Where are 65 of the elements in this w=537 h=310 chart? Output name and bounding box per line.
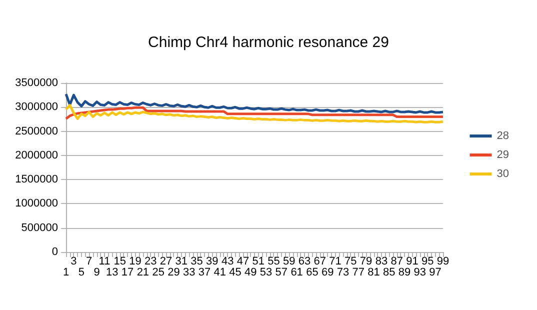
y-tick-label: 0 [52,246,58,258]
x-tick-label: 13 [106,266,118,278]
x-tick-label: 55 [268,256,280,268]
x-tick-label: 47 [236,256,250,268]
x-tick-label: 81 [368,266,380,278]
x-tick-label: 39 [206,256,218,268]
x-tick-label: 5 [78,266,84,278]
x-tick-label: 29 [168,266,180,278]
y-tick-label: 2000000 [15,149,58,162]
line-series [64,104,444,124]
x-tick-label: 33 [182,266,196,278]
line-series [64,106,444,120]
x-tick-label: 49 [244,266,257,278]
x-tick-label: 45 [229,266,242,278]
legend-label: 30 [496,168,510,180]
x-tick-label: 65 [306,266,318,278]
x-tick-label: 25 [152,266,164,278]
x-tick-label: 19 [129,256,142,268]
x-tick-label: 7 [86,256,92,268]
x-tick-label: 43 [221,256,234,268]
x-tick-label: 93 [414,266,426,278]
x-tick-label: 23 [144,256,157,268]
x-tick-label: 51 [252,256,264,268]
x-tick-label: 97 [429,266,442,278]
x-tick-label: 41 [214,266,226,278]
x-tick-label: 95 [421,256,434,268]
x-tick-label: 85 [383,266,396,278]
legend-label: 29 [496,149,510,161]
legend-label: 28 [496,130,510,142]
y-tick-label: 1000000 [15,198,58,210]
x-tick-label: 21 [136,266,150,278]
x-tick-label: 17 [121,266,134,278]
x-tick-label: 11 [98,256,110,268]
x-tick-label: 59 [282,256,296,268]
x-tick-label: 15 [114,256,126,268]
x-tick-label: 69 [321,266,334,278]
x-tick-label: 27 [160,256,172,268]
x-tick-label: 99 [436,256,450,268]
x-tick-label: 87 [390,256,403,268]
x-tick-label: 9 [94,266,100,278]
x-tick-label: 67 [314,256,326,268]
y-tick-label: 3000000 [15,101,58,114]
x-tick-label: 3 [70,256,77,268]
x-tick-label: 75 [344,256,357,268]
x-tick-label: 77 [352,266,364,278]
y-tick-label: 500000 [21,222,58,234]
y-tick-label: 3500000 [15,77,58,89]
x-tick-label: 57 [275,266,288,278]
x-tick-label: 79 [360,256,372,268]
x-tick-label: 31 [175,256,188,268]
y-tick-label: 2500000 [15,125,58,138]
y-tick-label: 1500000 [15,174,58,186]
x-tick-label: 63 [298,256,311,268]
x-tick-label: 35 [190,256,203,268]
line-series [64,92,444,114]
chart-title: Chimp Chr4 harmonic resonance 29 [148,34,389,51]
x-tick-label: 61 [290,266,303,278]
x-tick-label: 53 [260,266,272,278]
x-tick-label: 71 [329,256,342,268]
x-tick-label: 73 [336,266,350,278]
x-tick-label: 89 [398,266,411,278]
x-tick-label: 91 [406,256,418,268]
x-tick-label: 83 [375,256,388,268]
x-tick-label: 37 [198,266,211,278]
x-tick-label: 1 [62,266,70,278]
